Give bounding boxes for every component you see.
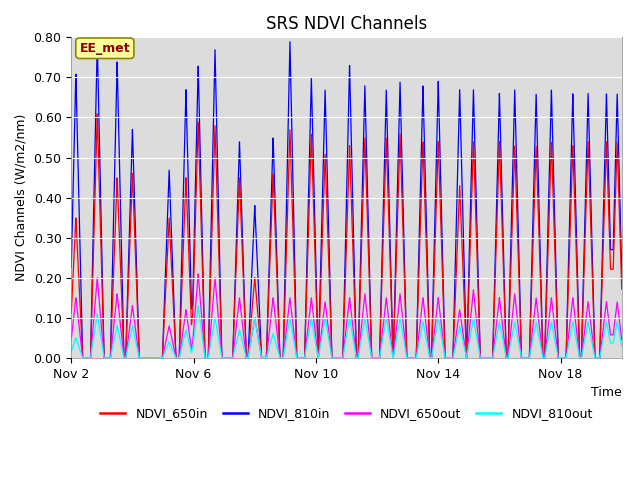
NDVI_650out (589, 337, 596, 343)
NDVI_810out (337, 355, 344, 360)
NDVI_810in (589, 270, 596, 276)
NDVI_650out (70, 313, 77, 319)
NDVI_650out (90, 312, 98, 318)
NDVI_650in (70, 259, 77, 264)
NDVI_810out (100, 355, 108, 360)
NDVI_810in (79, 355, 86, 360)
NDVI_650out (175, 355, 183, 360)
NDVI_810in (70, 160, 77, 166)
Text: EE_met: EE_met (79, 42, 130, 55)
NDVI_810in (67, 264, 75, 270)
NDVI_650in (100, 355, 108, 360)
Line: NDVI_810out: NDVI_810out (71, 306, 621, 358)
NDVI_650in (79, 355, 86, 360)
NDVI_650in (67, 310, 75, 316)
NDVI_810out (195, 303, 202, 309)
NDVI_650in (589, 286, 596, 291)
NDVI_650out (67, 336, 75, 342)
Title: SRS NDVI Channels: SRS NDVI Channels (266, 15, 427, 33)
NDVI_650in (90, 225, 98, 231)
X-axis label: Time: Time (591, 386, 621, 399)
Line: NDVI_810in: NDVI_810in (71, 42, 621, 358)
NDVI_810in (90, 187, 98, 192)
NDVI_650out (195, 271, 202, 277)
NDVI_810in (337, 355, 344, 360)
Line: NDVI_650in: NDVI_650in (71, 114, 621, 358)
NDVI_650out (100, 355, 108, 360)
NDVI_810out (175, 355, 183, 360)
Y-axis label: NDVI Channels (W/m2/nm): NDVI Channels (W/m2/nm) (15, 114, 28, 281)
NDVI_810in (100, 355, 108, 360)
NDVI_650in (175, 353, 183, 359)
NDVI_810in (175, 355, 183, 360)
NDVI_810out (79, 355, 86, 360)
NDVI_650out (337, 355, 344, 360)
NDVI_810out (589, 343, 596, 349)
NDVI_810out (67, 348, 75, 354)
NDVI_650out (618, 337, 625, 343)
NDVI_810out (70, 341, 77, 347)
NDVI_810out (90, 332, 98, 337)
NDVI_810in (286, 39, 294, 45)
Legend: NDVI_650in, NDVI_810in, NDVI_650out, NDVI_810out: NDVI_650in, NDVI_810in, NDVI_650out, NDV… (95, 403, 598, 425)
NDVI_650in (337, 355, 344, 360)
NDVI_810in (618, 271, 625, 276)
Line: NDVI_650out: NDVI_650out (71, 274, 621, 358)
NDVI_650in (93, 111, 101, 117)
NDVI_650in (618, 286, 625, 292)
NDVI_650out (79, 355, 86, 360)
NDVI_810out (618, 344, 625, 349)
